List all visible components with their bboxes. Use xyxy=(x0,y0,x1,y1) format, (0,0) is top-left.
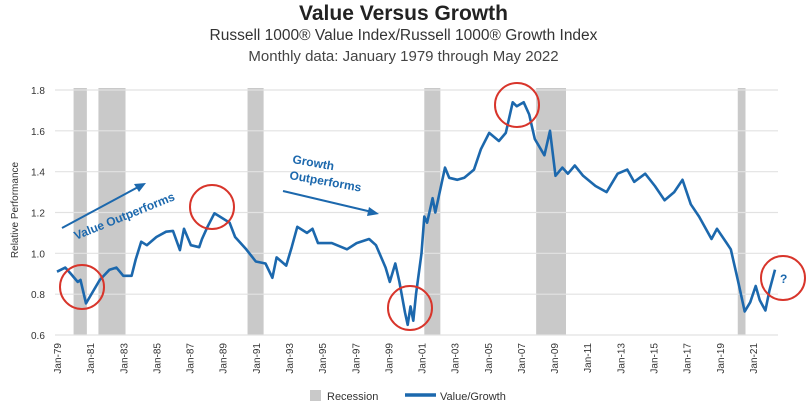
legend-recession-label: Recession xyxy=(327,391,378,403)
highlight-circle xyxy=(494,82,540,128)
growth-arrow-head-icon xyxy=(367,207,379,216)
x-tick-label: Jan-99 xyxy=(384,343,395,374)
chart-subtitle: Russell 1000® Value Index/Russell 1000® … xyxy=(209,27,598,44)
highlight-circle xyxy=(59,264,105,310)
series-line-value-growth xyxy=(56,101,777,327)
recession-bar xyxy=(737,88,746,335)
x-tick-label: Jan-89 xyxy=(219,343,230,374)
highlight-circle xyxy=(387,285,433,331)
y-axis-label: Relative Performance xyxy=(10,161,21,258)
highlight-circle xyxy=(760,255,806,301)
recession-bar xyxy=(247,88,264,335)
y-tick-label: 1.2 xyxy=(31,209,45,220)
x-tick-label: Jan-03 xyxy=(451,343,462,374)
x-tick-label: Jan-81 xyxy=(86,343,97,374)
x-tick-label: Jan-79 xyxy=(53,343,64,374)
x-tick-label: Jan-87 xyxy=(186,343,197,374)
x-tick-label: Jan-07 xyxy=(517,343,528,374)
growth-arrow xyxy=(282,190,373,213)
x-tick-label: Jan-93 xyxy=(285,343,296,374)
y-tick-label: 1.4 xyxy=(31,168,45,179)
x-tick-label: Jan-19 xyxy=(716,343,727,374)
y-tick-label: 1.8 xyxy=(31,86,45,97)
recession-bar xyxy=(424,88,441,335)
x-tick-label: Jan-97 xyxy=(351,343,362,374)
x-tick-label: Jan-09 xyxy=(550,343,561,374)
x-tick-label: Jan-11 xyxy=(583,343,594,373)
y-tick-label: 1.6 xyxy=(31,127,45,138)
recession-bar xyxy=(536,88,567,335)
x-tick-label: Jan-17 xyxy=(683,343,694,374)
x-tick-label: Jan-21 xyxy=(749,343,760,374)
x-tick-label: Jan-95 xyxy=(318,343,329,374)
y-tick-label: 0.6 xyxy=(31,331,45,342)
question-mark-label: ? xyxy=(780,272,787,286)
value-arrow-head-icon xyxy=(134,183,146,192)
x-tick-label: Jan-13 xyxy=(616,343,627,374)
x-tick-label: Jan-15 xyxy=(650,343,661,374)
x-tick-label: Jan-91 xyxy=(252,343,263,374)
chart-subtitle-dates: Monthly data: January 1979 through May 2… xyxy=(248,48,559,65)
legend-recession-swatch xyxy=(310,390,321,401)
y-tick-label: 1.0 xyxy=(31,249,45,260)
x-tick-label: Jan-85 xyxy=(152,343,163,374)
chart-title: Value Versus Growth xyxy=(299,2,508,25)
recession-bar xyxy=(73,88,87,335)
legend-value-growth-label: Value/Growth xyxy=(440,391,506,403)
x-tick-label: Jan-83 xyxy=(119,343,130,374)
x-tick-label: Jan-01 xyxy=(418,343,429,374)
highlight-circle xyxy=(189,184,235,230)
x-tick-label: Jan-05 xyxy=(484,343,495,374)
value-arrow xyxy=(61,185,141,229)
y-tick-label: 0.8 xyxy=(31,290,45,301)
